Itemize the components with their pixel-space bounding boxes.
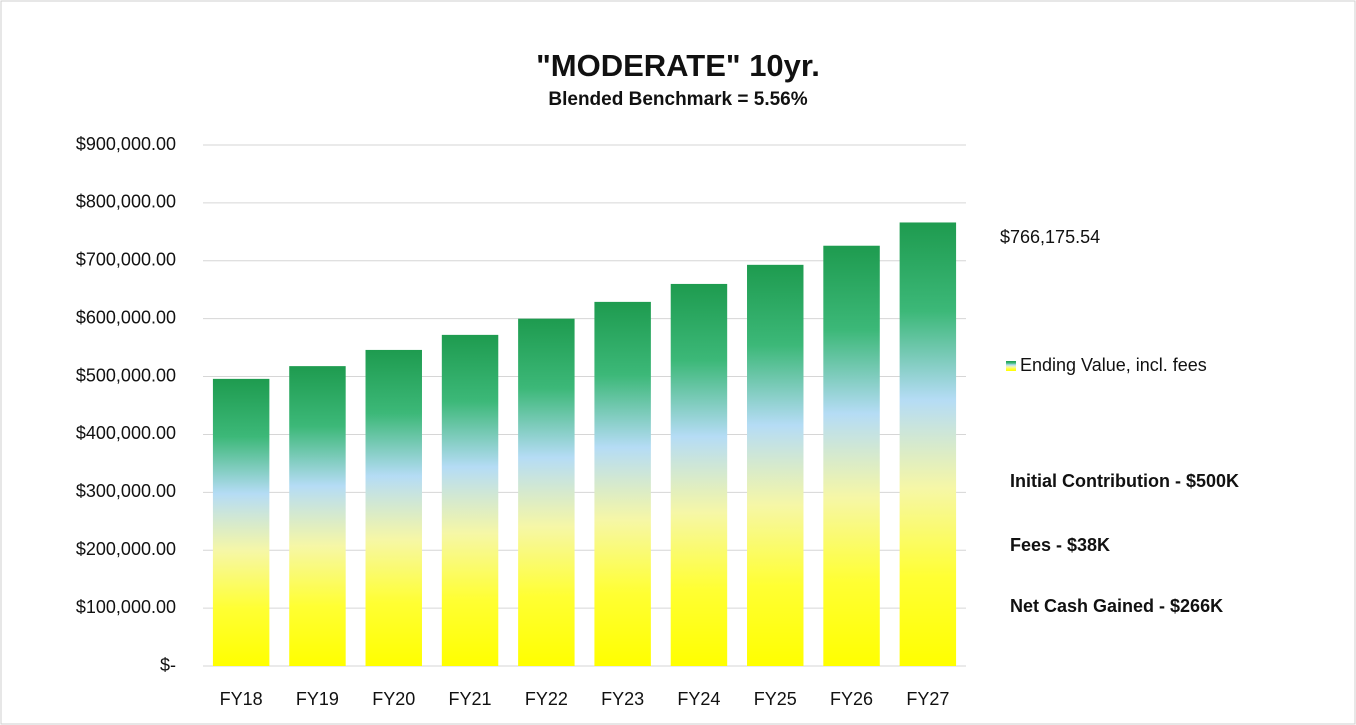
- x-tick-label: FY21: [449, 689, 492, 709]
- y-tick-label: $600,000.00: [76, 307, 176, 327]
- annotation: Net Cash Gained - $266K: [1010, 596, 1223, 616]
- chart-subtitle: Blended Benchmark = 5.56%: [548, 89, 807, 110]
- x-tick-label: FY18: [220, 689, 263, 709]
- y-tick-label: $200,000.00: [76, 539, 176, 559]
- legend-swatch: [1006, 361, 1016, 371]
- x-tick-label: FY19: [296, 689, 339, 709]
- bar: [747, 264, 804, 666]
- y-tick-label: $300,000.00: [76, 481, 176, 501]
- bar: [289, 366, 346, 666]
- x-tick-label: FY25: [754, 689, 797, 709]
- legend-label: Ending Value, incl. fees: [1020, 355, 1207, 375]
- x-tick-label: FY27: [906, 689, 949, 709]
- chart-title: "MODERATE" 10yr.: [536, 48, 820, 83]
- bar: [899, 222, 957, 667]
- y-tick-label: $100,000.00: [76, 597, 176, 617]
- bar: [518, 318, 575, 666]
- y-tick-label: $500,000.00: [76, 365, 176, 385]
- x-tick-label: FY22: [525, 689, 568, 709]
- bar: [441, 334, 499, 666]
- bar: [670, 283, 728, 666]
- bar: [823, 245, 880, 666]
- x-tick-label: FY24: [677, 689, 720, 709]
- y-tick-label: $700,000.00: [76, 250, 176, 270]
- x-tick-label: FY26: [830, 689, 873, 709]
- bar: [212, 378, 270, 666]
- y-tick-label: $400,000.00: [76, 423, 176, 443]
- bar: [365, 349, 422, 666]
- y-tick-label: $900,000.00: [76, 134, 176, 154]
- y-tick-label: $800,000.00: [76, 192, 176, 212]
- y-tick-label: $-: [160, 655, 176, 675]
- x-tick-label: FY23: [601, 689, 644, 709]
- x-tick-label: FY20: [372, 689, 415, 709]
- data-label: $766,175.54: [1000, 227, 1100, 247]
- annotation: Initial Contribution - $500K: [1010, 471, 1239, 491]
- annotation: Fees - $38K: [1010, 535, 1110, 555]
- bar: [594, 301, 651, 666]
